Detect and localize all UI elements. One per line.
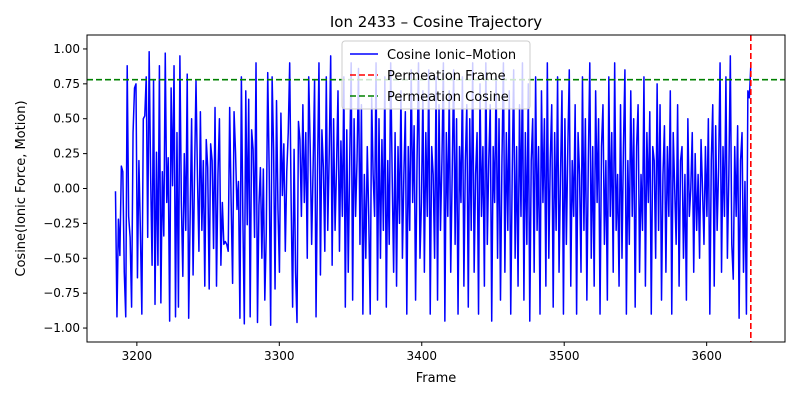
y-tick-label: −0.50 <box>43 251 80 265</box>
y-tick-label: 0.25 <box>53 147 80 161</box>
x-tick-label: 3400 <box>406 349 437 363</box>
y-tick-label: 0.75 <box>53 77 80 91</box>
series-layer <box>87 35 785 342</box>
x-tick-label: 3600 <box>691 349 722 363</box>
y-tick-label: −0.75 <box>43 286 80 300</box>
series-line-cosine <box>114 51 752 326</box>
legend-label-cosine: Cosine Ionic–Motion <box>387 48 516 63</box>
chart-title: Ion 2433 – Cosine Trajectory <box>330 13 542 31</box>
y-tick-label: 0.00 <box>53 182 80 196</box>
y-tick-label: 1.00 <box>53 42 80 56</box>
y-tick-label: 0.50 <box>53 112 80 126</box>
legend-box <box>341 40 531 110</box>
legend-label-permeation-cosine: Permeation Cosine <box>387 90 509 105</box>
y-axis-label: Cosine(Ionic Force, Motion) <box>14 100 29 276</box>
legend: Cosine Ionic–Motion Permeation Frame Per… <box>341 40 531 110</box>
legend-label-permeation-frame: Permeation Frame <box>387 69 506 84</box>
x-tick-label: 3500 <box>549 349 580 363</box>
x-axis-label: Frame <box>416 371 457 386</box>
x-axis: 3200 3300 3400 3500 3600 <box>122 342 722 363</box>
y-tick-label: −0.25 <box>43 216 80 230</box>
y-axis: −1.00 −0.75 −0.50 −0.25 0.00 0.25 0.50 0.75 1.00 <box>43 42 87 335</box>
y-tick-label: −1.00 <box>43 321 80 335</box>
x-tick-label: 3300 <box>264 349 295 363</box>
x-tick-label: 3200 <box>122 349 153 363</box>
